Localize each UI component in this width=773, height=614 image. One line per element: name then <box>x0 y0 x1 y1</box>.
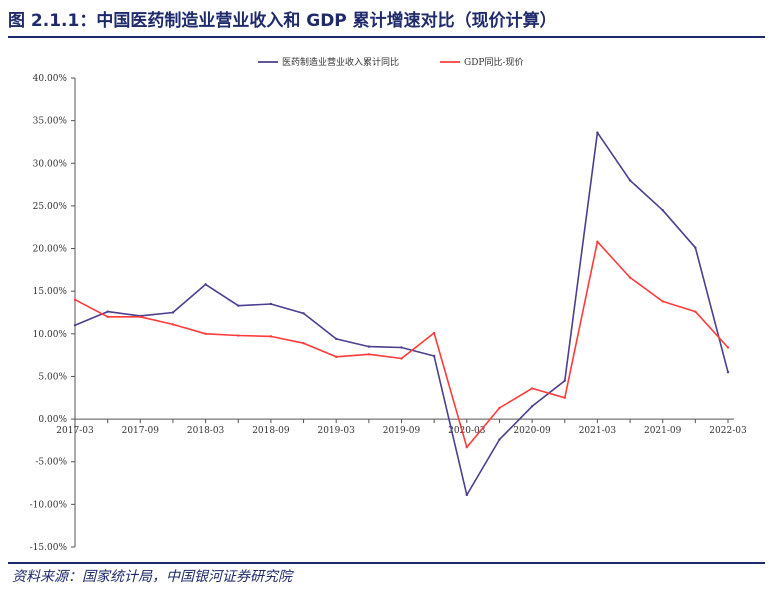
series-2-point <box>139 315 142 318</box>
series-2-point <box>237 334 240 337</box>
series-1-point <box>726 370 730 374</box>
y-tick-label: 10.00% <box>33 330 68 340</box>
series-2-point <box>726 346 730 349</box>
series-2-point <box>302 341 305 345</box>
x-tick-label: 2019-03 <box>317 426 355 436</box>
series-2-point <box>171 323 175 326</box>
series-1-point <box>302 312 305 315</box>
series-2-point <box>73 298 77 301</box>
series-1-point <box>465 493 468 497</box>
legend-label-1: 医药制造业营业收入累计同比 <box>282 56 399 68</box>
series-1-point <box>596 131 599 134</box>
series-2-point <box>628 276 632 279</box>
series-lines <box>73 131 730 497</box>
series-2-point <box>367 353 371 356</box>
title-rule <box>8 36 765 38</box>
series-1-point <box>269 302 273 306</box>
series-1-point <box>628 179 632 182</box>
series-1-point <box>694 246 697 249</box>
series-2-point <box>661 300 664 303</box>
series-2-point <box>596 240 599 243</box>
x-tick-label: 2022-03 <box>709 426 747 436</box>
x-axis: 2017-03 2017-09 2018-03 2018-09 2019-03 2019-… <box>56 418 747 436</box>
series-1-point <box>171 311 175 314</box>
series-line-1 <box>74 131 729 496</box>
x-tick-label: 2020-09 <box>513 426 551 436</box>
y-tick-label: 5.00% <box>38 372 67 382</box>
y-tick-label: 15.00% <box>33 287 68 297</box>
series-1-point <box>563 379 566 382</box>
y-tick-label: 30.00% <box>33 159 68 169</box>
series-1-point <box>367 345 371 348</box>
chart-legend: 医药制造业营业收入累计同比 GDP同比-现价 <box>258 56 524 68</box>
series-2-point <box>106 315 109 318</box>
x-tick-label: 2020-03 <box>448 426 486 436</box>
y-tick-label: 25.00% <box>33 202 68 212</box>
y-tick-label: -10.00% <box>30 500 68 510</box>
series-1-point <box>237 304 240 307</box>
series-2-point <box>465 446 468 449</box>
series-2-point <box>530 387 534 390</box>
series-1-point <box>530 405 534 408</box>
series-1-point <box>661 208 664 212</box>
y-tick-label: 35.00% <box>33 117 68 127</box>
legend-label-2: GDP同比-现价 <box>464 56 524 68</box>
series-1-point <box>432 354 436 358</box>
footer-rule <box>8 562 765 564</box>
y-tick-label: -5.00% <box>35 458 67 468</box>
x-tick-label: 2018-09 <box>252 426 290 436</box>
series-2-point <box>335 355 338 359</box>
series-2-point <box>204 332 207 336</box>
series-1-point <box>73 324 77 327</box>
x-tick-label: 2018-03 <box>187 426 225 436</box>
series-1-point <box>498 438 501 441</box>
x-tick-label: 2017-03 <box>56 426 94 436</box>
y-axis: 40.00% 35.00% 30.00% 25.00% 20.00% 15.00% 10.0… <box>30 74 76 553</box>
x-tick-label: 2019-09 <box>383 426 421 436</box>
series-2-point <box>563 396 566 399</box>
series-2-point <box>432 331 436 335</box>
series-2-point <box>400 357 403 360</box>
series-1-point <box>106 310 109 313</box>
series-2-point <box>269 335 273 338</box>
series-1-point <box>204 283 207 286</box>
y-tick-label: 0.00% <box>38 415 67 425</box>
series-1-point <box>335 337 338 341</box>
x-tick-label: 2021-09 <box>644 426 682 436</box>
series-line-2 <box>74 240 729 449</box>
y-tick-label: 20.00% <box>33 245 68 255</box>
y-tick-label: -15.00% <box>30 543 68 553</box>
series-1-point <box>400 346 403 349</box>
series-2-point <box>694 310 697 313</box>
chart-title: 图 2.1.1：中国医药制造业营业收入和 GDP 累计增速对比（现价计算） <box>8 11 557 31</box>
x-tick-label: 2021-03 <box>579 426 617 436</box>
source-note: 资料来源：国家统计局，中国银河证券研究院 <box>12 569 292 585</box>
series-2-point <box>498 406 501 410</box>
x-tick-label: 2017-09 <box>122 426 160 436</box>
y-tick-label: 40.00% <box>33 74 68 84</box>
